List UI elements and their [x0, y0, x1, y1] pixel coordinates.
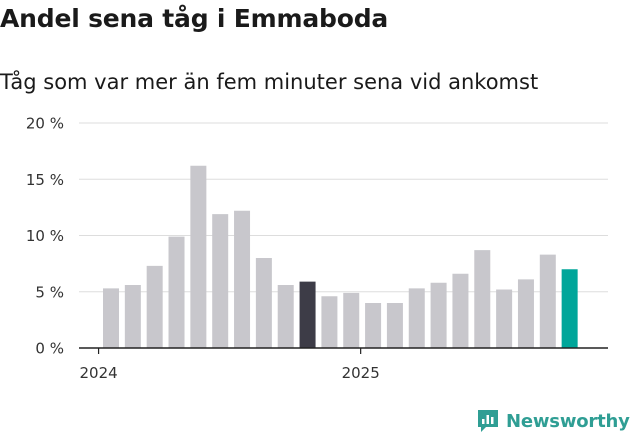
x-tick-label: 2025: [342, 364, 380, 382]
bar-2025-09: [539, 254, 556, 348]
bar-2024-10: [299, 281, 316, 348]
bar-2024-05: [190, 165, 207, 348]
x-tick-label: 2024: [79, 364, 117, 382]
chart-subtitle: Tåg som var mer än fem minuter sena vid …: [0, 70, 539, 94]
bar-2024-04: [168, 236, 185, 348]
y-tick-label: 15 %: [26, 171, 64, 189]
bar-2024-02: [124, 285, 141, 348]
bar-2025-06: [474, 250, 491, 348]
newsworthy-brand[interactable]: Newsworthy: [476, 408, 630, 434]
bar-2024-03: [146, 265, 163, 348]
bar-2025-07: [496, 289, 513, 348]
y-tick-label: 20 %: [26, 115, 64, 133]
y-tick-label: 0 %: [35, 340, 64, 358]
bar-2024-01: [103, 288, 119, 348]
bar-2025-03: [408, 288, 425, 348]
bar-2024-09: [277, 285, 294, 348]
y-axis-tick-labels: 0 % 5 % 10 % 15 % 20 %: [26, 115, 64, 358]
chart-title: Andel sena tåg i Emmaboda: [0, 4, 389, 33]
y-tick-label: 5 %: [35, 283, 64, 301]
newsworthy-logo-icon: [478, 410, 498, 432]
bar-2024-11: [321, 296, 338, 348]
bar-2025-01: [365, 303, 382, 348]
bar-2025-10: [561, 269, 578, 348]
bar-2024-07: [234, 210, 251, 348]
bar-2025-08: [517, 279, 534, 348]
bar-2024-06: [212, 214, 229, 348]
bar-2025-05: [452, 273, 469, 348]
x-axis-ticks: 2024 2025: [79, 348, 380, 382]
bar-2025-04: [430, 282, 447, 348]
bar-2024-08: [255, 258, 272, 348]
bar-2025-02: [386, 303, 403, 348]
y-tick-label: 10 %: [26, 227, 64, 245]
bars: [103, 165, 578, 348]
bar-2024-12: [343, 292, 360, 348]
brand-name: Newsworthy: [506, 410, 630, 432]
